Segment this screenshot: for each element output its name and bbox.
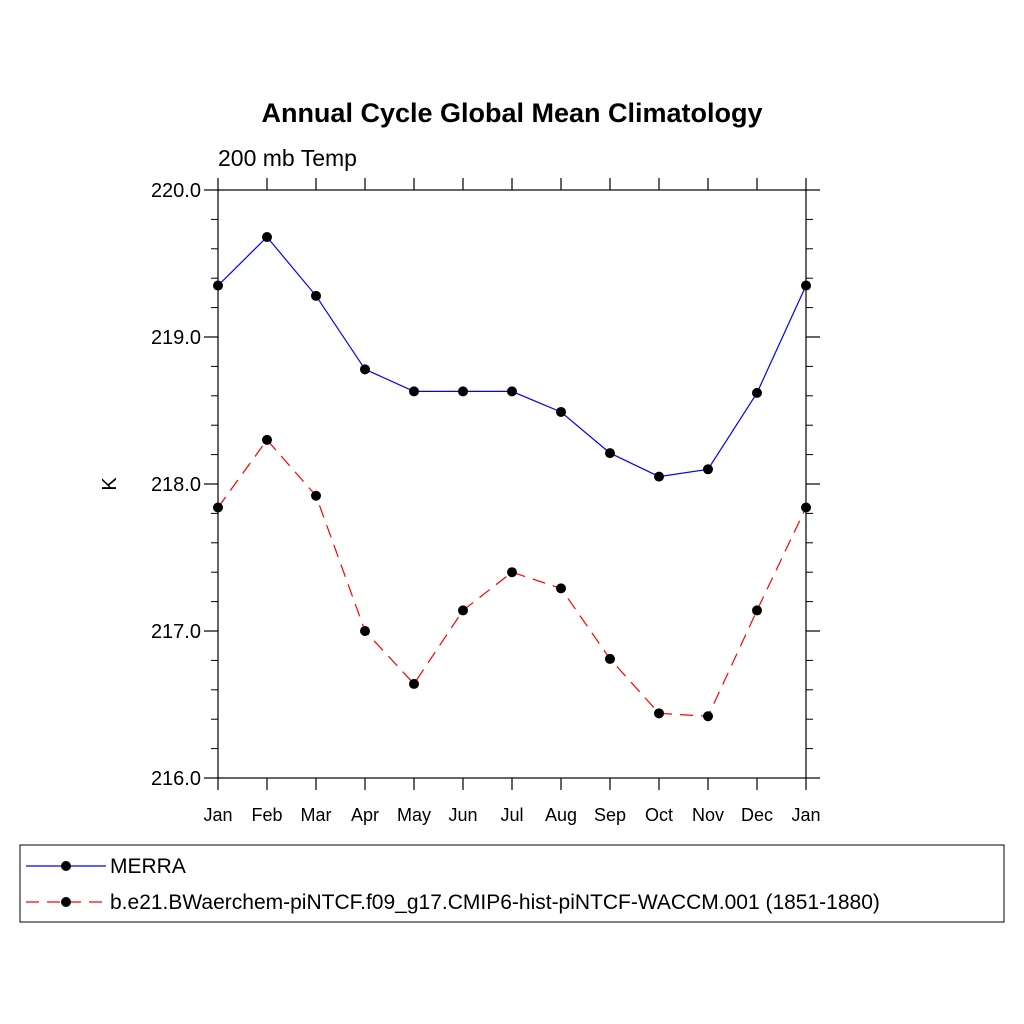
x-tick-label: Aug [545,805,577,825]
data-point-series-0 [409,386,419,397]
data-point-series-1 [262,434,272,445]
x-tick-label: Jul [500,805,523,825]
y-tick-label: 220.0 [151,180,201,202]
data-point-series-0 [360,364,370,375]
data-point-series-1 [311,490,321,501]
data-point-series-1 [213,502,223,513]
data-point-series-1 [556,583,566,594]
series-line-1 [217,438,807,717]
data-point-series-0 [311,290,321,301]
data-point-series-1 [507,567,517,578]
series-layer [213,232,811,722]
chart-subtitle: 200 mb Temp [218,145,357,171]
data-point-series-1 [409,678,419,689]
legend-box [19,844,1005,923]
x-axis: Jan Feb Mar Apr May Jun Jul Aug Sep Oct Nov Dec Jan [203,178,821,825]
y-tick-label: 217.0 [151,621,201,643]
data-point-series-0 [458,386,468,397]
x-tick-label: Sep [594,805,626,825]
series-line-0 [217,236,807,478]
x-tick-label: Jun [448,805,477,825]
data-point-series-1 [458,605,468,616]
data-point-series-1 [360,626,370,636]
legend-marker-model [61,897,71,907]
x-tick-label: Dec [741,805,773,825]
data-point-series-0 [703,464,713,475]
plot-frame [217,189,807,779]
data-point-series-1 [654,708,664,719]
x-tick-label: Mar [301,805,332,825]
data-point-series-0 [213,280,223,291]
data-point-series-0 [654,471,664,482]
legend-label-merra: MERRA [110,855,186,878]
legend: MERRA b.e21.BWaerchem-piNTCF.f09_g17.CMI… [19,844,1005,923]
y-axis: 216.0 217.0 218.0 219.0 220.0 [151,180,820,790]
x-tick-label: Feb [251,805,282,825]
y-tick-label: 218.0 [151,474,201,496]
data-point-series-0 [752,387,762,398]
data-point-series-1 [605,653,615,664]
x-tick-label: Jan [791,805,820,825]
data-point-series-0 [556,406,566,417]
chart-title: Annual Cycle Global Mean Climatology [261,98,762,128]
data-point-series-0 [605,448,615,459]
y-tick-label: 216.0 [151,768,201,790]
y-axis-label: K [99,477,121,491]
data-point-series-1 [752,605,762,616]
legend-marker-merra [61,861,71,871]
x-tick-label: Oct [645,805,673,825]
legend-label-model: b.e21.BWaerchem-piNTCF.f09_g17.CMIP6-his… [110,891,880,914]
data-point-series-0 [801,280,811,291]
data-point-series-1 [703,711,713,722]
data-point-series-1 [801,502,811,513]
data-point-series-0 [507,386,517,397]
x-tick-label: Apr [351,805,379,825]
x-tick-label: Nov [692,805,724,825]
x-tick-label: Jan [203,805,232,825]
data-point-series-0 [262,232,272,243]
y-tick-label: 219.0 [151,327,201,349]
x-tick-label: May [397,805,431,825]
